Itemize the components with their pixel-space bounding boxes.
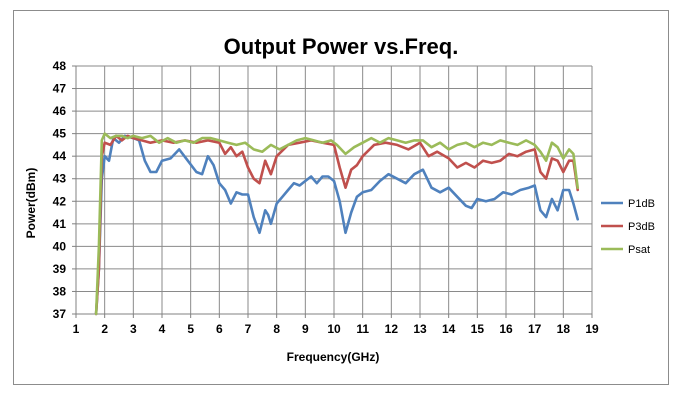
y-tick-label: 39 bbox=[53, 262, 67, 276]
x-tick-label: 18 bbox=[557, 322, 571, 336]
legend-label-psat: Psat bbox=[628, 244, 650, 256]
y-tick-label: 42 bbox=[53, 194, 67, 208]
x-tick-label: 9 bbox=[302, 322, 309, 336]
x-axis-title: Frequency(GHz) bbox=[287, 350, 380, 364]
x-tick-label: 17 bbox=[528, 322, 542, 336]
legend-label-p1db: P1dB bbox=[628, 198, 655, 210]
y-tick-label: 40 bbox=[53, 239, 67, 253]
x-tick-label: 19 bbox=[585, 322, 599, 336]
x-tick-label: 13 bbox=[413, 322, 427, 336]
y-axis-title: Power(dBm) bbox=[24, 168, 38, 239]
x-tick-label: 8 bbox=[273, 322, 280, 336]
series-line-p3db bbox=[94, 134, 579, 316]
y-tick-label: 47 bbox=[53, 82, 67, 96]
y-tick-labels: 37 38 39 40 41 42 43 44 45 46 47 48 bbox=[53, 59, 67, 321]
series-line-psat bbox=[94, 132, 579, 316]
x-tick-label: 5 bbox=[187, 322, 194, 336]
x-tick-label: 14 bbox=[442, 322, 456, 336]
legend: P1dB P3dB Psat bbox=[601, 198, 655, 256]
legend-label-p3db: P3dB bbox=[628, 221, 655, 233]
y-tick-label: 41 bbox=[53, 217, 67, 231]
x-tick-labels: 1 2 3 4 5 6 7 8 9 10 11 12 13 14 15 16 17 18 19 bbox=[73, 322, 599, 336]
y-tick-label: 46 bbox=[53, 104, 67, 118]
line-chart: Output Power vs.Freq. 1 2 3 4 5 6 7 8 9 10 11 12 13 1… bbox=[24, 34, 655, 364]
x-tick-label: 10 bbox=[327, 322, 341, 336]
x-tick-label: 12 bbox=[385, 322, 399, 336]
y-tick-label: 45 bbox=[53, 127, 67, 141]
x-tick-label: 6 bbox=[216, 322, 223, 336]
series-line-p1db bbox=[94, 134, 579, 316]
y-tick-label: 37 bbox=[53, 307, 67, 321]
y-tick-label: 44 bbox=[53, 149, 67, 163]
x-tick-label: 2 bbox=[101, 322, 108, 336]
x-tick-label: 15 bbox=[471, 322, 485, 336]
grid bbox=[75, 65, 593, 315]
y-tick-label: 48 bbox=[53, 59, 67, 73]
axes bbox=[72, 65, 593, 318]
series-group bbox=[94, 132, 579, 316]
x-tick-label: 11 bbox=[356, 322, 369, 336]
y-tick-label: 38 bbox=[53, 284, 67, 298]
x-tick-label: 3 bbox=[130, 322, 137, 336]
x-tick-label: 4 bbox=[159, 322, 166, 336]
x-tick-label: 16 bbox=[499, 322, 513, 336]
y-tick-label: 43 bbox=[53, 172, 67, 186]
chart-title: Output Power vs.Freq. bbox=[224, 34, 459, 59]
chart-frame: Output Power vs.Freq. 1 2 3 4 5 6 7 8 9 10 11 12 13 1… bbox=[13, 10, 669, 385]
x-tick-label: 7 bbox=[245, 322, 252, 336]
x-tick-label: 1 bbox=[73, 322, 80, 336]
